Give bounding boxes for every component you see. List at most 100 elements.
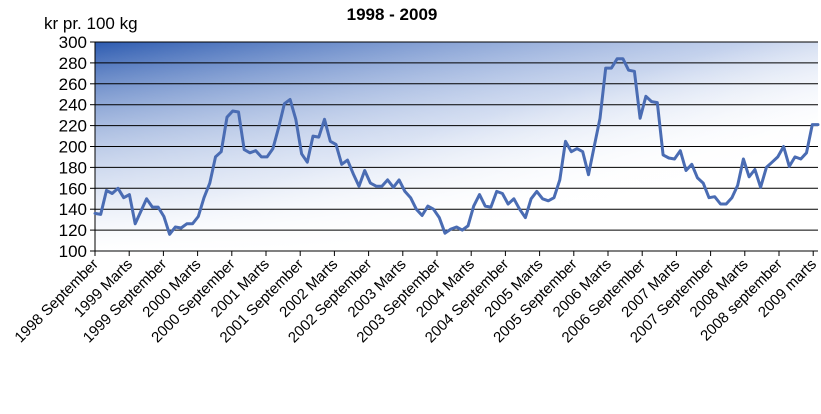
data-point — [404, 190, 406, 193]
data-point — [581, 150, 584, 153]
y-tick-label: 100 — [59, 242, 87, 261]
data-point — [249, 151, 251, 154]
data-point — [558, 179, 561, 181]
data-point — [398, 179, 400, 181]
data-point — [777, 156, 779, 158]
data-point — [461, 229, 464, 231]
data-point — [708, 196, 710, 199]
data-point — [122, 196, 125, 199]
y-tick-label: 140 — [59, 200, 87, 219]
data-point — [490, 206, 492, 208]
data-point — [817, 123, 819, 126]
data-point — [340, 163, 343, 166]
data-point — [369, 182, 372, 184]
gridlines — [95, 41, 818, 252]
data-point — [163, 215, 165, 218]
data-point — [702, 182, 705, 184]
data-point — [645, 95, 647, 98]
data-point — [409, 196, 412, 199]
data-point — [478, 193, 481, 196]
data-point — [254, 149, 257, 152]
data-point — [484, 205, 486, 207]
data-point — [94, 212, 96, 215]
data-point — [197, 215, 200, 218]
data-point — [145, 197, 148, 200]
data-point — [788, 165, 791, 168]
data-point — [650, 100, 653, 103]
data-point — [662, 154, 664, 156]
data-point — [725, 203, 727, 205]
data-point — [622, 57, 624, 60]
data-point — [536, 190, 538, 193]
data-point — [157, 206, 159, 208]
data-point — [547, 200, 550, 202]
axes — [94, 42, 818, 252]
data-point — [639, 117, 641, 120]
data-point — [105, 189, 108, 192]
data-point — [627, 69, 630, 72]
data-point — [604, 67, 607, 69]
data-point — [283, 102, 286, 105]
data-point — [306, 161, 309, 163]
data-point — [513, 197, 515, 200]
data-point — [690, 163, 693, 166]
data-point — [696, 177, 699, 179]
data-point — [759, 186, 762, 189]
data-point — [731, 196, 733, 199]
data-point — [771, 161, 773, 163]
data-point — [748, 176, 750, 178]
data-point — [495, 190, 498, 193]
data-point — [736, 184, 739, 186]
data-point — [99, 213, 102, 216]
data-point — [421, 214, 423, 217]
data-point — [668, 157, 670, 159]
y-axis-label: kr pr. 100 kg — [44, 14, 138, 33]
y-tick-label: 160 — [59, 179, 87, 198]
data-point — [530, 197, 532, 200]
series-line — [93, 57, 820, 236]
data-point — [570, 150, 573, 153]
data-point — [214, 156, 217, 158]
data-point — [811, 123, 814, 126]
data-point — [656, 101, 659, 104]
data-point — [799, 158, 802, 160]
data-point — [375, 185, 377, 188]
y-tick-label: 260 — [59, 75, 87, 94]
data-point — [438, 216, 441, 219]
data-point — [386, 179, 389, 181]
data-point — [501, 192, 504, 195]
data-point — [180, 227, 182, 229]
data-point — [266, 156, 268, 158]
data-point — [134, 223, 136, 225]
data-point — [168, 233, 171, 236]
data-point — [432, 208, 435, 210]
data-point — [472, 205, 475, 207]
data-point — [128, 193, 131, 196]
data-point — [673, 158, 676, 160]
y-tick-label: 240 — [59, 96, 87, 115]
data-point — [226, 116, 228, 119]
data-point — [553, 196, 555, 199]
data-point — [467, 225, 469, 227]
data-point — [392, 186, 395, 189]
y-tick-label: 280 — [59, 54, 87, 73]
data-point — [289, 98, 291, 101]
data-point — [272, 147, 274, 150]
data-point — [679, 149, 682, 152]
data-point — [381, 185, 383, 188]
data-point — [174, 226, 177, 228]
y-tick-label: 220 — [59, 117, 87, 136]
data-point — [203, 196, 205, 199]
y-tick-label: 180 — [59, 158, 87, 177]
data-point — [593, 145, 596, 148]
data-point — [260, 156, 263, 158]
data-point — [805, 151, 808, 154]
data-point — [576, 147, 578, 150]
chart-title: 1998 - 2009 — [347, 5, 438, 24]
y-tick-label: 120 — [59, 221, 87, 240]
data-point — [782, 145, 785, 148]
data-point — [335, 143, 337, 146]
data-point — [186, 223, 188, 225]
